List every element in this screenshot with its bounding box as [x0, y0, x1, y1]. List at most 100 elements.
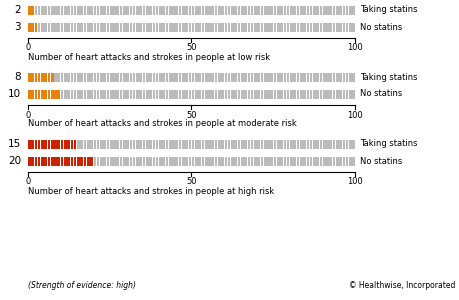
- Bar: [84, 140, 86, 148]
- Bar: [179, 140, 181, 148]
- Bar: [313, 5, 315, 14]
- Bar: [250, 157, 253, 166]
- Text: 0: 0: [25, 44, 31, 52]
- Bar: [31, 89, 34, 98]
- Bar: [227, 5, 230, 14]
- Bar: [168, 157, 171, 166]
- Bar: [234, 89, 236, 98]
- Bar: [67, 140, 70, 148]
- Bar: [188, 22, 191, 32]
- Bar: [87, 157, 90, 166]
- Bar: [348, 89, 351, 98]
- Bar: [61, 89, 63, 98]
- Bar: [168, 73, 171, 82]
- Bar: [113, 89, 116, 98]
- Bar: [208, 140, 210, 148]
- Bar: [339, 140, 341, 148]
- Bar: [276, 89, 279, 98]
- Bar: [322, 140, 325, 148]
- Bar: [70, 5, 73, 14]
- Bar: [54, 89, 57, 98]
- Bar: [61, 140, 63, 148]
- Bar: [250, 89, 253, 98]
- Bar: [84, 89, 86, 98]
- Bar: [237, 89, 240, 98]
- Bar: [185, 73, 187, 82]
- Bar: [299, 5, 302, 14]
- Bar: [149, 157, 151, 166]
- Bar: [165, 22, 168, 32]
- Bar: [93, 22, 96, 32]
- Bar: [250, 22, 253, 32]
- Bar: [185, 22, 187, 32]
- Bar: [319, 5, 322, 14]
- Bar: [329, 5, 331, 14]
- Bar: [57, 5, 60, 14]
- Bar: [48, 22, 50, 32]
- Bar: [165, 140, 168, 148]
- Bar: [179, 89, 181, 98]
- Bar: [31, 22, 34, 32]
- Bar: [280, 73, 282, 82]
- Bar: [185, 140, 187, 148]
- Bar: [286, 22, 289, 32]
- Bar: [119, 157, 122, 166]
- Bar: [38, 140, 40, 148]
- Bar: [64, 73, 67, 82]
- Bar: [139, 5, 142, 14]
- Bar: [146, 5, 148, 14]
- Bar: [316, 73, 318, 82]
- Bar: [70, 22, 73, 32]
- Bar: [129, 89, 132, 98]
- Bar: [165, 73, 168, 82]
- Bar: [41, 157, 44, 166]
- Bar: [345, 73, 347, 82]
- Bar: [100, 140, 102, 148]
- Bar: [51, 22, 53, 32]
- Bar: [201, 140, 204, 148]
- Bar: [221, 89, 224, 98]
- Bar: [332, 89, 335, 98]
- Bar: [110, 157, 112, 166]
- Bar: [241, 22, 243, 32]
- Bar: [34, 73, 37, 82]
- Text: 2: 2: [14, 5, 21, 15]
- Bar: [149, 73, 151, 82]
- Bar: [162, 22, 165, 32]
- Bar: [227, 22, 230, 32]
- Bar: [211, 73, 213, 82]
- Bar: [309, 89, 312, 98]
- Bar: [34, 140, 37, 148]
- Bar: [257, 89, 259, 98]
- Bar: [283, 157, 285, 166]
- Bar: [293, 73, 296, 82]
- Bar: [342, 140, 344, 148]
- Bar: [90, 22, 93, 32]
- Text: (Strength of evidence: high): (Strength of evidence: high): [28, 280, 136, 290]
- Bar: [263, 89, 266, 98]
- Bar: [133, 157, 135, 166]
- Bar: [188, 89, 191, 98]
- Bar: [152, 157, 155, 166]
- Bar: [119, 22, 122, 32]
- Bar: [28, 89, 31, 98]
- Bar: [345, 140, 347, 148]
- Bar: [70, 89, 73, 98]
- Bar: [64, 140, 67, 148]
- Bar: [201, 73, 204, 82]
- Bar: [162, 73, 165, 82]
- Bar: [142, 5, 145, 14]
- Bar: [348, 73, 351, 82]
- Bar: [113, 22, 116, 32]
- Bar: [309, 5, 312, 14]
- Bar: [316, 22, 318, 32]
- Bar: [162, 157, 165, 166]
- Bar: [119, 5, 122, 14]
- Bar: [302, 5, 305, 14]
- Bar: [152, 22, 155, 32]
- Bar: [185, 89, 187, 98]
- Bar: [106, 89, 109, 98]
- Bar: [113, 140, 116, 148]
- Bar: [146, 157, 148, 166]
- Bar: [208, 157, 210, 166]
